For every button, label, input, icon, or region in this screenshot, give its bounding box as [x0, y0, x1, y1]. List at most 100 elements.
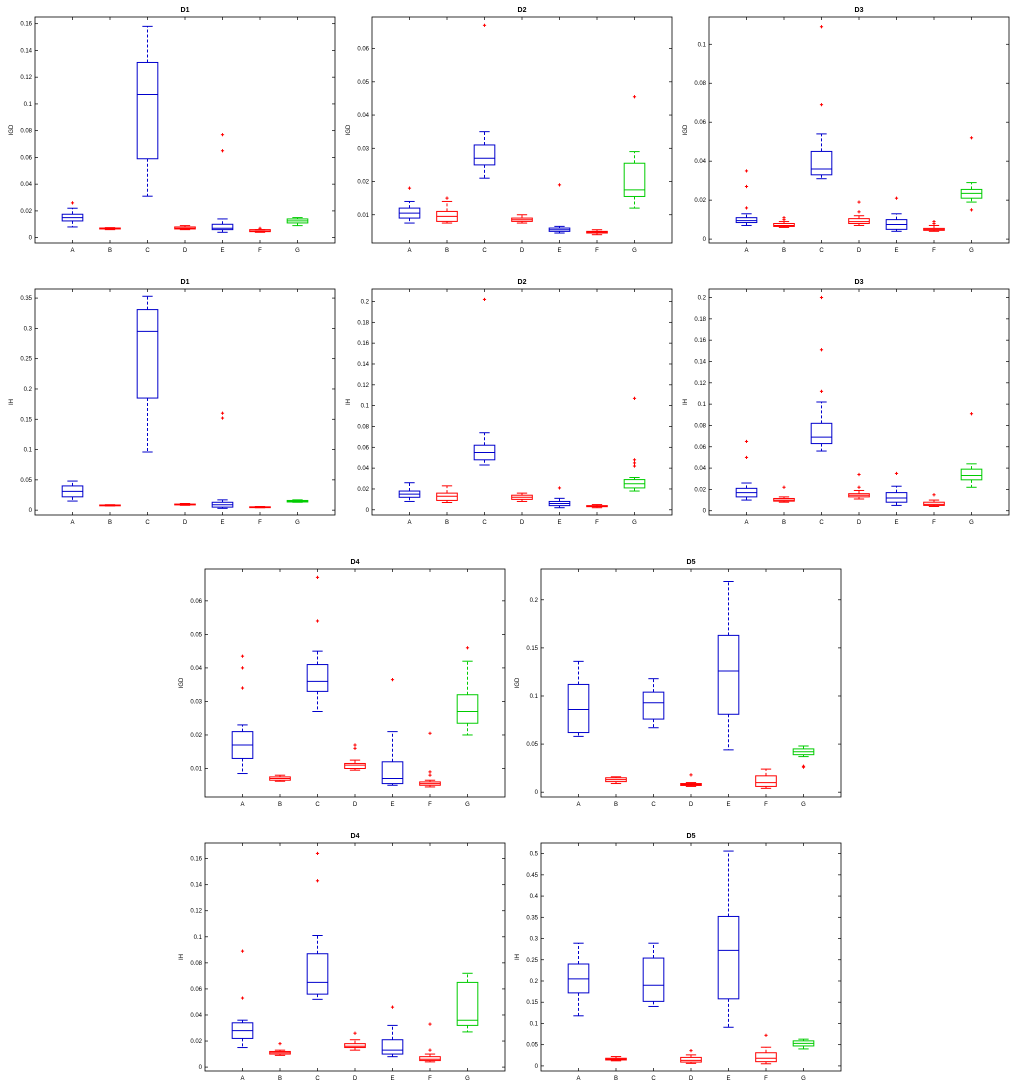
chart-panel: D5 IH 0 0.05 0.1 0.15 0.2 0.25 0.3 0.35 0.4 0.45 0.5… [515, 833, 842, 1082]
box-A [61, 201, 84, 228]
chart-panel: D2 IGD 0.01 0.02 0.03 0.04 0.05 0.06 A B C D E F G [346, 7, 673, 254]
box-B [773, 216, 795, 228]
box-F [755, 768, 777, 789]
y-tick-label: 0.06 [357, 445, 369, 451]
x-tick-label: C [315, 1076, 320, 1082]
box-body [960, 468, 983, 481]
y-tick-label: 0.16 [190, 857, 202, 863]
chart-title: D5 [687, 833, 696, 840]
y-tick-label: 0.04 [694, 159, 706, 165]
x-tick-label: G [969, 520, 974, 526]
box-B [436, 485, 458, 504]
y-tick-label: 0.25 [526, 958, 538, 964]
x-tick-label: G [632, 520, 637, 526]
box-A [567, 660, 590, 737]
box-A [735, 169, 758, 226]
x-tick-label: C [819, 520, 824, 526]
x-tick-label: F [595, 248, 599, 254]
y-axis-label: IH [346, 399, 352, 405]
y-tick-label: 0.12 [694, 381, 706, 387]
box-body [456, 694, 479, 724]
y-tick-label: 0.1 [24, 448, 33, 454]
y-tick-label: 0.16 [20, 22, 32, 28]
box-B [99, 227, 121, 231]
x-tick-label: A [744, 248, 748, 254]
y-tick-label: 0.15 [526, 646, 538, 652]
y-tick-label: 0.35 [20, 296, 32, 302]
x-tick-label: E [390, 1076, 394, 1082]
x-tick-label: G [295, 248, 300, 254]
chart-panel: D4 IH 0 0.02 0.04 0.06 0.08 0.1 0.12 0.14 0.16 A B C D… [179, 833, 506, 1082]
box-body [755, 1052, 777, 1063]
y-tick-label: 0.04 [357, 466, 369, 472]
box-F [419, 1022, 441, 1063]
x-tick-label: B [278, 802, 282, 808]
plot-frame [708, 288, 1010, 516]
x-tick-label: A [744, 520, 748, 526]
box-C [136, 295, 159, 453]
box-body [567, 683, 590, 734]
plot-frame [34, 288, 336, 516]
x-tick-label: F [258, 248, 262, 254]
y-tick-label: 0.1 [530, 1021, 539, 1027]
box-C [642, 942, 665, 1007]
x-tick-label: F [595, 520, 599, 526]
x-tick-label: E [557, 520, 561, 526]
y-tick-label: 0.04 [357, 113, 369, 119]
y-tick-label: 0.05 [357, 80, 369, 86]
y-tick-label: 0.14 [20, 48, 32, 54]
box-D [344, 743, 366, 771]
x-tick-label: F [258, 520, 262, 526]
box-body [810, 422, 833, 445]
box-B [99, 504, 121, 507]
box-A [61, 480, 84, 502]
box-body [306, 953, 329, 995]
y-tick-label: 0.1 [24, 102, 33, 108]
chart-title: D2 [518, 279, 527, 286]
y-tick-label: 0.02 [190, 733, 202, 739]
y-tick-label: 0.06 [694, 445, 706, 451]
box-body [456, 981, 479, 1026]
box-C [473, 23, 496, 179]
box-E [548, 486, 571, 509]
y-tick-label: 0.2 [530, 979, 539, 985]
chart-panel: D3 IH 0 0.02 0.04 0.06 0.08 0.1 0.12 0.14 0.16 0.18… [683, 279, 1010, 526]
x-tick-label: A [70, 248, 74, 254]
box-F [755, 1033, 777, 1065]
x-tick-label: A [240, 1076, 244, 1082]
box-A [567, 942, 590, 1017]
x-tick-label: G [465, 802, 470, 808]
x-tick-label: A [240, 802, 244, 808]
box-body [717, 634, 740, 715]
box-D [344, 1031, 366, 1051]
box-B [605, 776, 627, 785]
y-tick-label: 0.1 [698, 402, 707, 408]
box-body [436, 492, 458, 501]
chart-panel: D3 IGD 0 0.02 0.04 0.06 0.08 0.1 A B C D E F G [683, 7, 1010, 254]
chart-title: D5 [687, 559, 696, 566]
x-tick-label: A [576, 802, 580, 808]
box-F [923, 219, 945, 232]
y-tick-label: 0.3 [24, 326, 33, 332]
x-tick-label: D [689, 802, 694, 808]
box-F [419, 731, 441, 788]
box-E [885, 471, 908, 506]
box-E [211, 133, 234, 233]
y-tick-label: 0.01 [357, 213, 369, 219]
box-E [381, 678, 404, 786]
y-tick-label: 0.1 [194, 935, 203, 941]
y-tick-label: 0 [366, 508, 370, 514]
plot-frame [371, 288, 673, 516]
y-tick-label: 0.05 [526, 1043, 538, 1049]
chart-panel: D4 IGD 0.01 0.02 0.03 0.04 0.05 0.06 A B C D E F G [179, 559, 506, 808]
x-tick-label: G [801, 1076, 806, 1082]
y-tick-label: 0 [29, 236, 33, 242]
y-tick-label: 0.1 [530, 694, 539, 700]
x-tick-label: C [819, 248, 824, 254]
x-tick-label: F [932, 520, 936, 526]
y-tick-label: 0.12 [20, 75, 32, 81]
x-tick-label: B [782, 520, 786, 526]
y-axis-label: IGD [683, 124, 689, 135]
box-A [398, 482, 421, 502]
